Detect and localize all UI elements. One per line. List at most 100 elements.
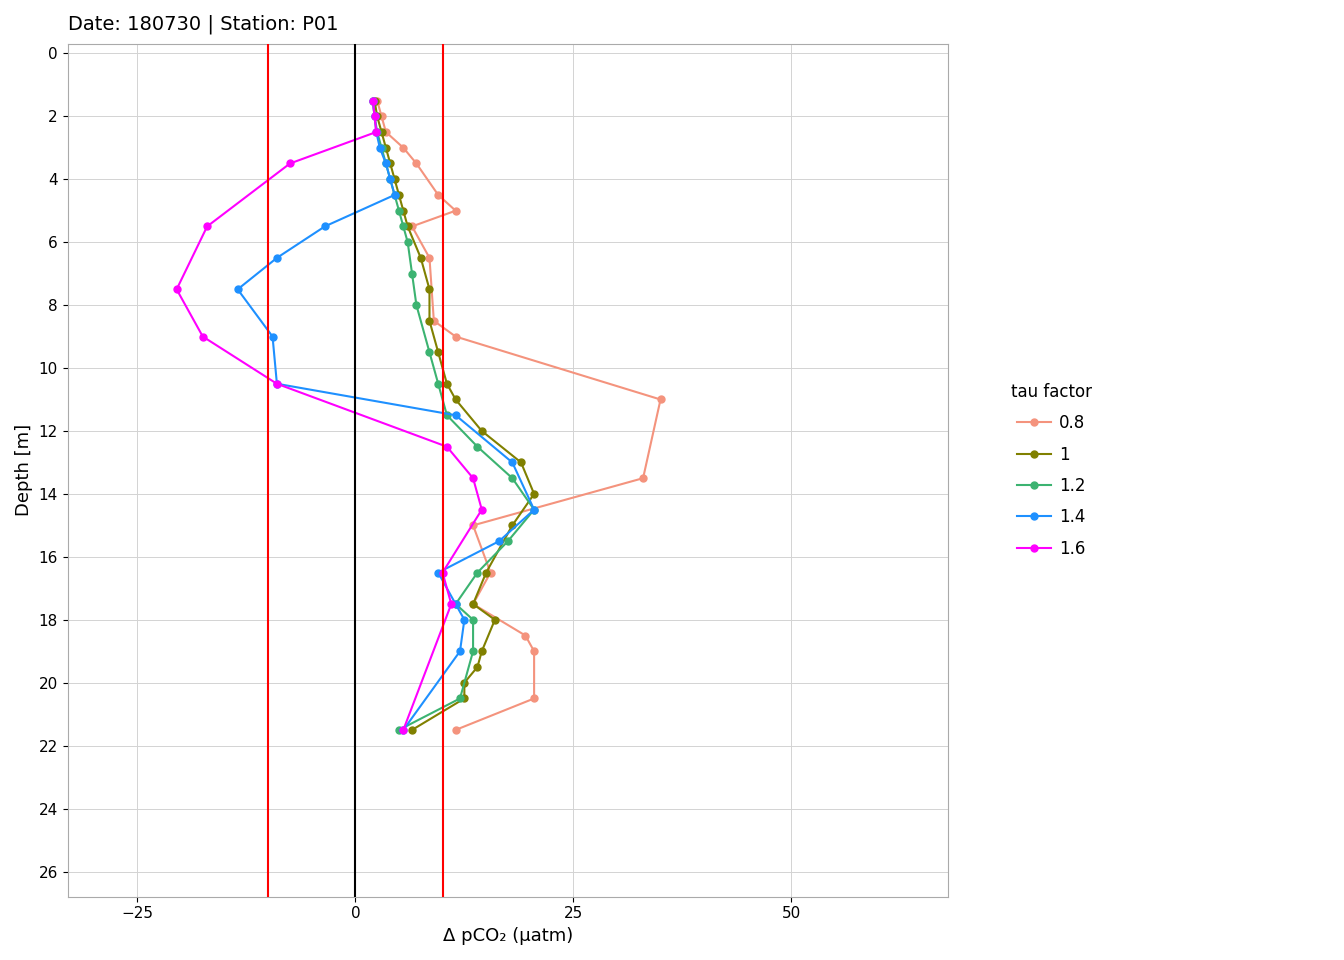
1.2 <box>370 127 386 138</box>
1.2 <box>430 378 446 390</box>
1 <box>395 204 411 216</box>
Line: 1.6: 1.6 <box>173 97 485 733</box>
1.2 <box>469 566 485 578</box>
1.2 <box>374 142 390 154</box>
Line: 1.2: 1.2 <box>370 97 538 733</box>
1.2 <box>399 236 415 248</box>
0.8 <box>517 630 534 641</box>
Line: 1.4: 1.4 <box>234 97 538 733</box>
0.8 <box>526 645 542 657</box>
1 <box>473 425 489 437</box>
0.8 <box>395 142 411 154</box>
1.4 <box>317 221 333 232</box>
1.2 <box>364 95 380 107</box>
1.2 <box>405 268 421 279</box>
1.6 <box>368 127 384 138</box>
1 <box>405 724 421 735</box>
0.8 <box>652 394 668 405</box>
1.4 <box>372 142 388 154</box>
1.4 <box>387 189 403 201</box>
1.2 <box>422 347 438 358</box>
1.4 <box>395 724 411 735</box>
1.2 <box>465 645 481 657</box>
1 <box>465 598 481 610</box>
1.6 <box>367 110 383 122</box>
0.8 <box>526 693 542 705</box>
0.8 <box>448 331 464 343</box>
0.8 <box>370 95 386 107</box>
1.6 <box>465 472 481 484</box>
1 <box>399 221 415 232</box>
1.4 <box>378 157 394 169</box>
1.4 <box>452 645 468 657</box>
1.6 <box>444 598 460 610</box>
1.2 <box>391 724 407 735</box>
1 <box>478 566 495 578</box>
0.8 <box>634 472 650 484</box>
1.4 <box>269 252 285 264</box>
1.2 <box>367 110 383 122</box>
Line: 0.8: 0.8 <box>374 97 664 733</box>
1.4 <box>382 174 398 185</box>
1.6 <box>439 441 456 452</box>
1.2 <box>409 300 425 311</box>
0.8 <box>378 127 394 138</box>
1.4 <box>368 127 384 138</box>
1.2 <box>469 441 485 452</box>
1.6 <box>269 378 285 390</box>
1 <box>487 614 503 626</box>
1.4 <box>367 110 383 122</box>
1 <box>439 378 456 390</box>
1 <box>430 347 446 358</box>
1 <box>504 519 520 531</box>
Y-axis label: Depth [m]: Depth [m] <box>15 424 34 516</box>
1.2 <box>500 536 516 547</box>
1 <box>457 677 473 688</box>
0.8 <box>465 519 481 531</box>
1.2 <box>387 189 403 201</box>
1 <box>513 457 530 468</box>
1.4 <box>457 614 473 626</box>
1.4 <box>526 504 542 516</box>
1.6 <box>473 504 489 516</box>
0.8 <box>448 724 464 735</box>
1.2 <box>504 472 520 484</box>
1 <box>457 693 473 705</box>
1.2 <box>378 157 394 169</box>
1.2 <box>448 598 464 610</box>
1.2 <box>526 504 542 516</box>
1 <box>473 645 489 657</box>
Text: Date: 180730 | Station: P01: Date: 180730 | Station: P01 <box>67 15 339 35</box>
1 <box>367 95 383 107</box>
1.4 <box>448 598 464 610</box>
1.2 <box>395 221 411 232</box>
1.6 <box>199 221 215 232</box>
1 <box>422 283 438 295</box>
1.4 <box>269 378 285 390</box>
0.8 <box>465 598 481 610</box>
1 <box>413 252 429 264</box>
0.8 <box>405 221 421 232</box>
1.2 <box>391 204 407 216</box>
0.8 <box>448 204 464 216</box>
0.8 <box>409 157 425 169</box>
1 <box>370 110 386 122</box>
1.2 <box>382 174 398 185</box>
1.2 <box>465 614 481 626</box>
1 <box>374 127 390 138</box>
1 <box>378 142 394 154</box>
1 <box>382 157 398 169</box>
1 <box>469 661 485 673</box>
1 <box>391 189 407 201</box>
1.4 <box>504 457 520 468</box>
1 <box>526 488 542 499</box>
1.2 <box>452 693 468 705</box>
0.8 <box>422 252 438 264</box>
1.4 <box>430 566 446 578</box>
X-axis label: Δ pCO₂ (µatm): Δ pCO₂ (µatm) <box>442 927 573 945</box>
1.4 <box>230 283 246 295</box>
1.4 <box>265 331 281 343</box>
1.6 <box>168 283 184 295</box>
1.4 <box>364 95 380 107</box>
0.8 <box>374 110 390 122</box>
